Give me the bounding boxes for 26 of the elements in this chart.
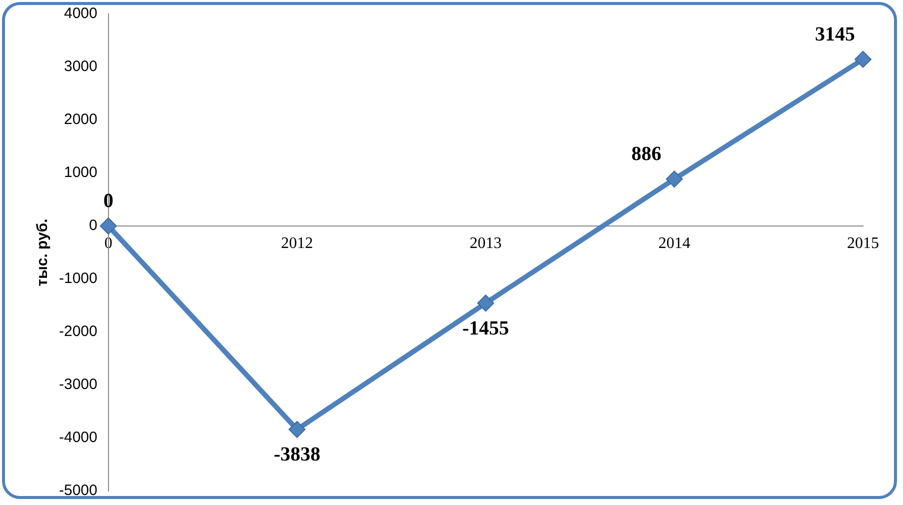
point bbox=[288, 420, 306, 438]
x-tick-label: 2015 bbox=[847, 234, 879, 252]
y-tick-label: 4000 bbox=[64, 5, 98, 22]
data-label: -1455 bbox=[462, 317, 510, 340]
y-tick-label: 2000 bbox=[64, 111, 98, 128]
point bbox=[854, 50, 872, 68]
x-tick-label: 2014 bbox=[658, 234, 690, 252]
data-label: -3838 bbox=[274, 444, 320, 466]
point bbox=[100, 218, 117, 234]
y-tick-label: -4000 bbox=[58, 429, 98, 446]
y-tick-label: 1000 bbox=[64, 164, 98, 182]
point bbox=[666, 170, 683, 188]
data-label: 0 bbox=[103, 190, 114, 212]
y-axis-title: тыс. руб. bbox=[34, 218, 52, 286]
point bbox=[477, 294, 494, 312]
x-tick-label: 2012 bbox=[281, 234, 314, 252]
data-label: 886 bbox=[631, 143, 662, 166]
y-tick-label: -1000 bbox=[58, 270, 98, 288]
y-tick-label: -3000 bbox=[58, 376, 98, 394]
y-tick-label: 0 bbox=[89, 217, 98, 234]
y-tick-label: -2000 bbox=[58, 323, 98, 340]
y-tick-label: 3000 bbox=[64, 58, 98, 76]
y-tick-label: -5000 bbox=[58, 482, 98, 500]
x-tick-label: 2013 bbox=[470, 234, 502, 252]
x-tick-label: 0 bbox=[104, 234, 112, 252]
data-label: 3145 bbox=[815, 23, 855, 46]
